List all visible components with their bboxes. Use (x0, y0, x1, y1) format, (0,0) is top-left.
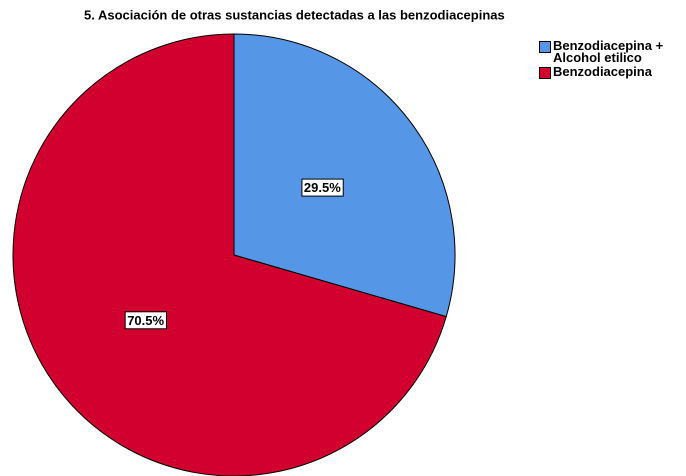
legend-swatch (539, 67, 551, 79)
legend: Benzodiacepina + Alcohol etilico Benzodia… (539, 38, 669, 81)
pie-slice (233, 33, 456, 318)
legend-item: Benzodiacepina + Alcohol etilico (539, 38, 669, 65)
legend-item: Benzodiacepina (539, 64, 669, 79)
value-label: 70.5% (124, 311, 167, 330)
legend-label: Benzodiacepina (553, 64, 652, 79)
value-label-box (301, 178, 344, 197)
value-label-box (124, 311, 167, 330)
chart-title: 5. Asociación de otras sustancias detect… (84, 7, 505, 22)
value-label-text: 70.5% (127, 313, 164, 328)
value-label-text: 29.5% (304, 180, 341, 195)
value-label: 29.5% (301, 178, 344, 197)
legend-swatch (539, 41, 551, 53)
legend-label: Benzodiacepina + Alcohol etilico (553, 38, 664, 65)
pie-slice (12, 33, 447, 476)
